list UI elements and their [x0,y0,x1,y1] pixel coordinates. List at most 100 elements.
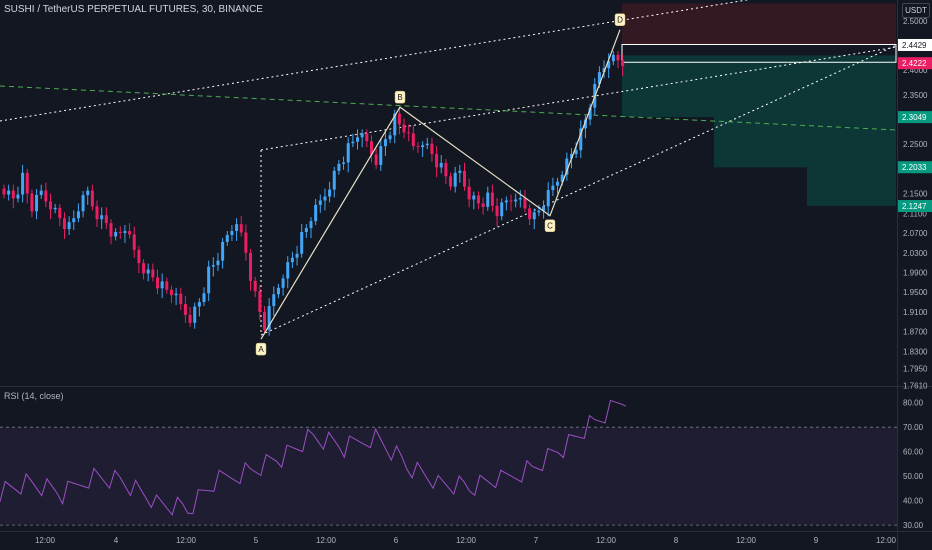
candle-body[interactable] [53,207,57,210]
candle-body[interactable] [249,252,253,281]
candle-body[interactable] [221,241,225,261]
candle-body[interactable] [142,263,146,274]
candle-body[interactable] [597,72,601,84]
candle-body[interactable] [332,170,336,190]
stop-loss-zone-2[interactable] [714,3,807,45]
candle-body[interactable] [537,210,541,213]
candle-body[interactable] [62,218,66,230]
candle-body[interactable] [2,188,6,195]
candle-body[interactable] [67,222,71,230]
candle-body[interactable] [388,135,392,140]
pattern-point-badge-b[interactable] [394,90,406,104]
candle-body[interactable] [35,195,39,212]
candle-body[interactable] [495,205,499,217]
pattern-point-badge-a[interactable] [255,342,267,356]
entry-box[interactable] [621,43,897,63]
candle-body[interactable] [551,185,555,191]
candle-body[interactable] [114,232,118,237]
candle-body[interactable] [211,265,215,267]
candle-body[interactable] [202,293,206,303]
candle-body[interactable] [621,60,625,67]
candle-body[interactable] [500,202,504,217]
candle-body[interactable] [179,293,183,305]
candle-body[interactable] [155,277,160,289]
candle-body[interactable] [397,113,401,125]
candle-body[interactable] [425,143,429,146]
candle-body[interactable] [132,234,136,250]
candle-body[interactable] [490,192,494,206]
candle-body[interactable] [542,206,546,211]
candle-body[interactable] [518,197,522,200]
candle-body[interactable] [588,107,592,120]
candle-body[interactable] [569,154,573,159]
candle-body[interactable] [304,228,308,233]
candle-body[interactable] [411,133,415,147]
candle-body[interactable] [286,262,290,279]
candle-body[interactable] [356,137,360,142]
stop-loss-zone-3[interactable] [807,3,896,45]
candle-body[interactable] [123,231,127,234]
stop-loss-zone-1[interactable] [622,3,714,45]
candle-body[interactable] [481,203,485,207]
candle-body[interactable] [225,234,229,242]
candle-body[interactable] [314,204,318,222]
candle-body[interactable] [486,192,490,207]
candle-body[interactable] [100,215,104,220]
candle-body[interactable] [556,181,560,186]
take-profit-zone-1[interactable] [622,55,714,118]
candle-body[interactable] [128,231,132,235]
candle-body[interactable] [449,176,453,187]
candle-body[interactable] [351,141,355,144]
candle-body[interactable] [188,314,192,323]
candle-body[interactable] [565,158,569,175]
candle-body[interactable] [393,113,397,136]
candle-body[interactable] [267,306,271,330]
candle-body[interactable] [611,54,615,62]
abcd-pattern-line[interactable] [260,29,621,340]
rsi-line[interactable] [0,399,627,516]
candle-body[interactable] [383,139,387,147]
candle-body[interactable] [309,221,313,229]
candle-body[interactable] [11,190,15,199]
candle-body[interactable] [416,146,420,148]
lower-channel-line[interactable] [260,44,898,336]
candle-body[interactable] [86,190,90,196]
candle-body[interactable] [95,206,99,220]
trend-dashed-line[interactable] [0,85,898,131]
candle-body[interactable] [328,189,332,197]
candle-body[interactable] [546,190,550,207]
candle-body[interactable] [281,278,285,288]
candle-body[interactable] [374,154,378,165]
candle-body[interactable] [323,196,327,201]
candle-body[interactable] [430,143,434,155]
candle-body[interactable] [365,133,369,142]
candle-body[interactable] [72,218,76,223]
candle-body[interactable] [467,186,471,200]
candle-body[interactable] [607,61,611,69]
candle-body[interactable] [118,232,122,234]
take-profit-zone-3[interactable] [807,55,896,206]
candle-body[interactable] [244,232,248,253]
candle-body[interactable] [523,197,527,209]
candle-body[interactable] [30,193,34,212]
candle-body[interactable] [262,311,266,330]
currency-unit-badge[interactable]: USDT [902,3,930,18]
candle-body[interactable] [439,162,443,168]
candle-body[interactable] [258,291,262,312]
candle-body[interactable] [369,141,373,155]
candle-body[interactable] [90,190,94,207]
candle-body[interactable] [574,150,578,155]
candle-body[interactable] [109,223,113,237]
candle-body[interactable] [197,302,201,307]
candle-body[interactable] [560,174,564,182]
candle-body[interactable] [276,287,280,295]
candle-body[interactable] [290,257,294,263]
candle-body[interactable] [235,224,239,232]
candle-body[interactable] [146,269,150,274]
candle-body[interactable] [49,201,53,210]
candle-body[interactable] [169,289,173,296]
candle-body[interactable] [342,162,346,164]
candle-body[interactable] [272,294,276,307]
